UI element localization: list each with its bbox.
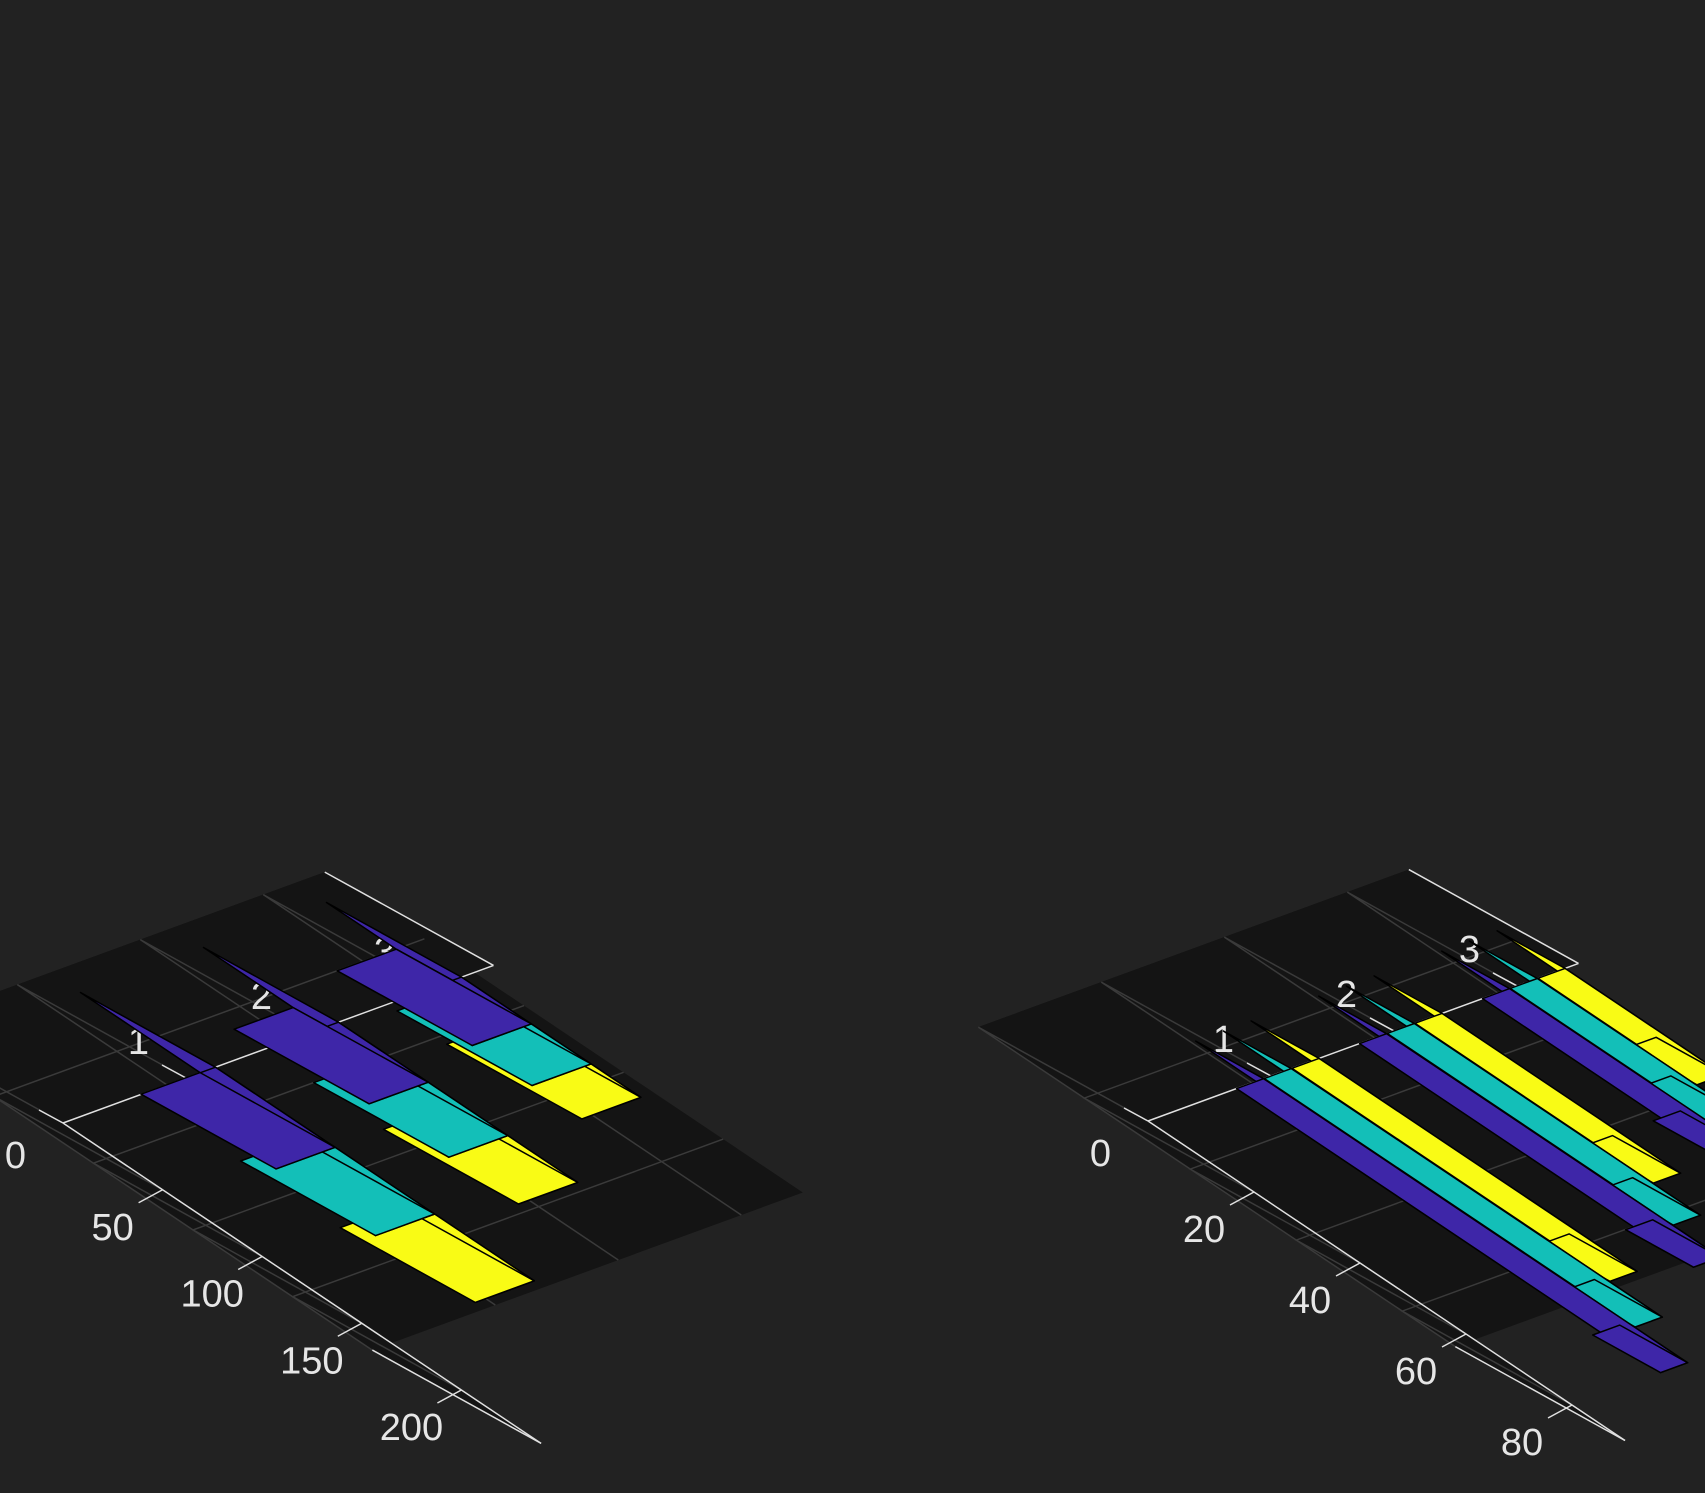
- bar-end-face: [1652, 1110, 1705, 1151]
- x-tick-mark: [1547, 1404, 1573, 1419]
- x-tick-mark: [1229, 1191, 1255, 1206]
- depth-axis-line: [371, 1349, 542, 1445]
- x-tick-label: 150: [280, 1340, 343, 1382]
- bar-front-face: [1481, 987, 1705, 1149]
- bar-end-face: [140, 1071, 336, 1170]
- grouped-bar3-plot: 0 1 2 3 20 40 60 80: [977, 868, 1705, 1464]
- bar-front-face: [1358, 1032, 1705, 1268]
- x-axis-line: [1147, 1120, 1626, 1442]
- x-tick-mark: [337, 1322, 363, 1337]
- x-tick-label: 20: [1183, 1209, 1225, 1251]
- x-tick-label: 200: [380, 1407, 443, 1449]
- y-tick-label: 1: [1213, 1019, 1234, 1061]
- y-tick-mark: [38, 1109, 64, 1124]
- bar-end-face: [233, 1006, 429, 1105]
- x-tick-mark: [437, 1389, 462, 1404]
- y-tick-mark: [1492, 972, 1518, 987]
- floor-pane: [0, 1088, 542, 1444]
- y-tick-mark: [161, 1064, 187, 1079]
- side-wall-pane: [0, 872, 494, 1123]
- x-tick-label: 40: [1289, 1280, 1331, 1322]
- bar-end-face: [1624, 1219, 1705, 1268]
- floor-pane: [978, 1027, 1625, 1441]
- y-tick-label: 2: [1336, 974, 1357, 1016]
- x-tick-label: 60: [1395, 1351, 1437, 1393]
- top-edge-line: [1408, 868, 1579, 965]
- bar-end-face: [1591, 1324, 1689, 1374]
- x-tick-mark: [237, 1255, 263, 1271]
- y-tick-mark: [1123, 1107, 1149, 1122]
- x-tick-mark: [1335, 1262, 1361, 1277]
- depth-axis-line: [1454, 1345, 1626, 1442]
- y-tick-label: 3: [1459, 929, 1480, 971]
- x-tick-mark: [138, 1189, 163, 1204]
- x-axis-line: [62, 1122, 542, 1445]
- bar-end-face: [336, 948, 532, 1047]
- x-tick-label: 100: [180, 1274, 243, 1316]
- x-tick-label: 80: [1501, 1422, 1543, 1464]
- y-tick-mark: [1369, 1017, 1395, 1032]
- y-tick-mark: [1246, 1062, 1272, 1077]
- side-wall-pane: [978, 869, 1579, 1121]
- x-tick-mark: [1441, 1333, 1467, 1348]
- top-edge-line: [324, 871, 494, 967]
- y-grid-line: [977, 1026, 1456, 1348]
- y-grid-line: [0, 1087, 373, 1351]
- y-tick-label: 0: [1090, 1133, 1111, 1175]
- x-tick-label: 50: [91, 1207, 133, 1249]
- y-tick-label: 0: [5, 1135, 26, 1177]
